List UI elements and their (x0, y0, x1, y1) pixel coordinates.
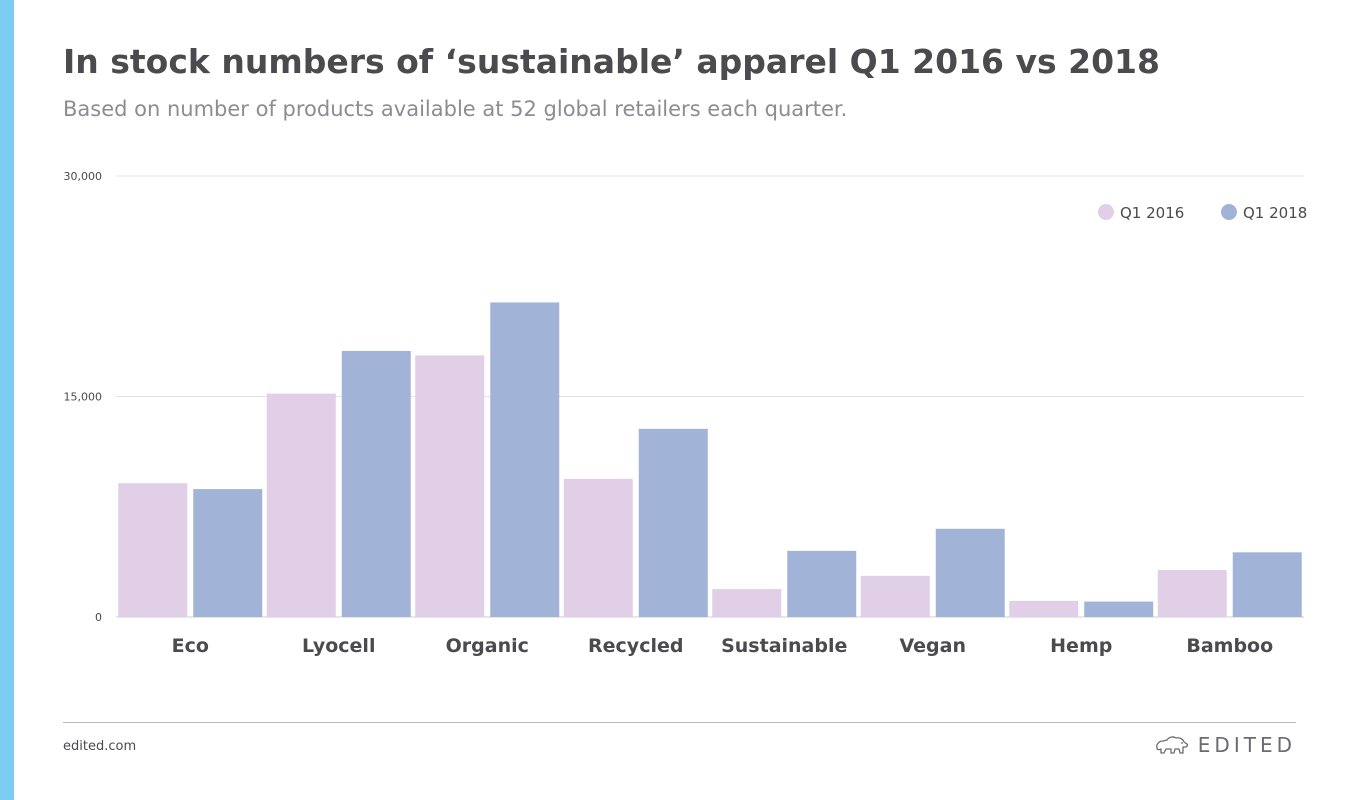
x-axis-tick-labels: Eco Lyocell Organic Recycled Sustainable Vega… (172, 635, 1274, 657)
y-tick-label: 30,000 (64, 170, 103, 183)
y-tick-label: 15,000 (64, 391, 103, 404)
brand-logo: EDITED (1154, 733, 1296, 757)
y-tick-label: 0 (95, 611, 102, 624)
x-tick-label: Vegan (900, 635, 967, 657)
accent-stripe (0, 0, 14, 800)
bar-chart: 0 15,000 30,000 Eco Lyocell Organic Recycled S… (64, 170, 1308, 657)
bar-eco-2018 (193, 489, 263, 617)
x-tick-label: Sustainable (721, 635, 847, 657)
bar-hemp-2018 (1084, 601, 1154, 617)
legend-label: Q1 2016 (1120, 204, 1184, 222)
legend-swatch-2018 (1221, 204, 1237, 220)
x-tick-label: Eco (172, 635, 209, 657)
bar-bamboo-2016 (1157, 569, 1227, 617)
bar-organic-2018 (490, 302, 560, 617)
legend-label: Q1 2018 (1243, 204, 1307, 222)
x-tick-label: Hemp (1050, 635, 1112, 657)
bar-vegan-2016 (860, 575, 930, 617)
bar-lyocell-2018 (341, 350, 411, 617)
bar-sustainable-2016 (712, 589, 782, 617)
polar-bear-icon (1154, 733, 1190, 757)
footer-divider (63, 722, 1296, 723)
bar-hemp-2016 (1009, 600, 1079, 617)
footer-site-link[interactable]: edited.com (63, 739, 137, 754)
chart-title: In stock numbers of ‘sustainable’ appare… (63, 42, 1160, 81)
brand-name: EDITED (1197, 733, 1296, 757)
bar-vegan-2018 (935, 528, 1005, 617)
bar-lyocell-2016 (266, 393, 336, 617)
legend: Q1 2016 Q1 2018 (1098, 204, 1307, 222)
bar-bamboo-2018 (1232, 552, 1302, 617)
chart-subtitle: Based on number of products available at… (63, 97, 848, 121)
bar-sustainable-2018 (787, 550, 857, 617)
bar-eco-2016 (118, 483, 188, 617)
bar-organic-2016 (415, 355, 485, 617)
bar-recycled-2016 (563, 478, 633, 617)
legend-swatch-2016 (1098, 204, 1114, 220)
x-tick-label: Bamboo (1186, 635, 1273, 657)
y-axis-tick-labels: 0 15,000 30,000 (64, 170, 103, 624)
bars (118, 302, 1302, 617)
x-tick-label: Lyocell (302, 635, 375, 657)
x-tick-label: Organic (446, 635, 529, 657)
x-tick-label: Recycled (588, 635, 683, 657)
bar-recycled-2018 (638, 428, 708, 617)
